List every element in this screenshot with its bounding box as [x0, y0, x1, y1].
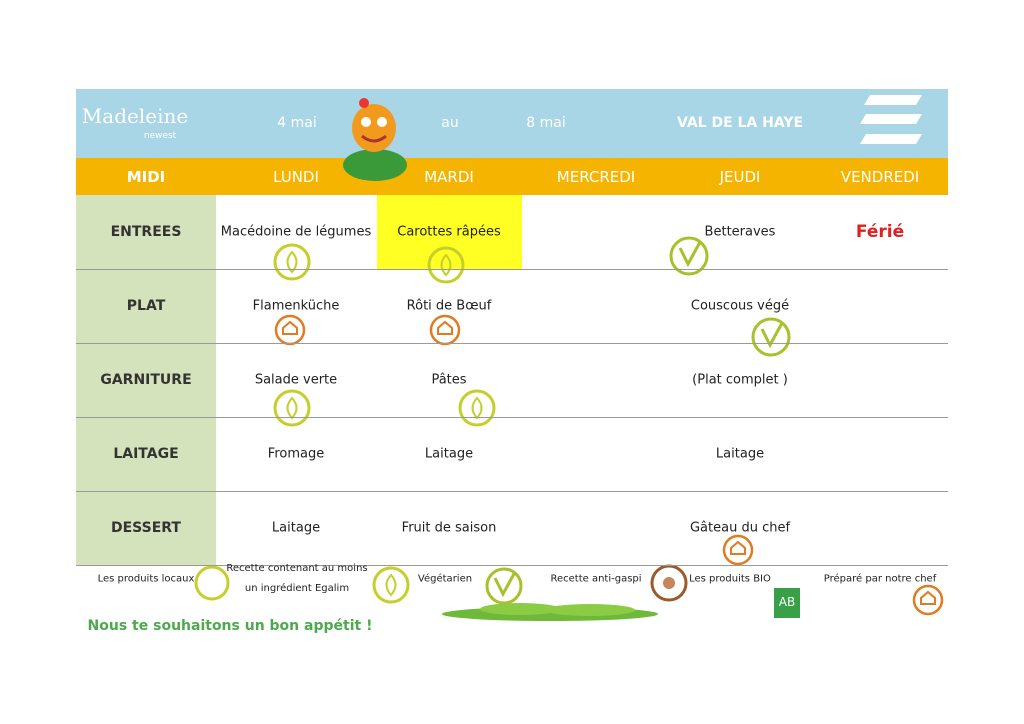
day-band — [76, 158, 948, 195]
day-header: MERCREDI — [556, 168, 636, 186]
holiday-cell: Férié — [855, 222, 905, 242]
legend-egalim: Recette contenant au moins un ingrédient… — [226, 563, 368, 594]
row-divider — [76, 565, 948, 566]
row-label: DESSERT — [111, 520, 181, 536]
row-divider — [76, 491, 948, 492]
anti-gaspi-icon — [650, 564, 688, 602]
vege-icons — [485, 236, 791, 605]
brand: Madeleine — [81, 104, 189, 128]
row-divider — [76, 417, 948, 418]
date-sep: au — [441, 115, 459, 131]
bio-logo: AB — [774, 588, 800, 618]
menu-cell: Fruit de saison — [401, 520, 497, 536]
menu-cell: Betteraves — [704, 224, 776, 240]
legend-chef: Préparé par notre chef — [823, 573, 937, 585]
legend-bio: Les produits BIO — [689, 573, 771, 585]
row-divider — [76, 343, 948, 344]
home-icons — [274, 314, 944, 616]
header-band — [76, 89, 948, 158]
menu-cell: Laitage — [271, 520, 321, 536]
greenery — [442, 603, 658, 621]
row-label: GARNITURE — [100, 372, 192, 388]
day-header: JEUDI — [719, 168, 761, 186]
day-header: LUNDI — [273, 168, 319, 186]
menu-cell: Pâtes — [431, 372, 467, 388]
day-header: MARDI — [424, 168, 474, 186]
footer-message: Nous te souhaitons un bon appétit ! — [87, 618, 373, 634]
menu-cell: Gâteau du chef — [689, 520, 791, 536]
brand-sub: newest — [143, 131, 177, 141]
menu-cell: Laitage — [424, 446, 474, 462]
legend-local: Les produits locaux — [97, 573, 195, 585]
menu-cell: Fromage — [267, 446, 325, 462]
menu-cell: Rôti de Bœuf — [406, 298, 492, 314]
row-label: LAITAGE — [113, 446, 179, 462]
site: VAL DE LA HAYE — [676, 115, 804, 131]
day-header: VENDREDI — [840, 168, 920, 186]
menu-cell: Carottes râpées — [397, 224, 501, 240]
date-end: 8 mai — [526, 115, 566, 131]
menu-cell: Laitage — [715, 446, 765, 462]
legend-antigaspi: Recette anti-gaspi — [550, 573, 642, 585]
row-label: PLAT — [126, 298, 166, 314]
menu-cell: Macédoine de légumes — [220, 224, 372, 240]
label-column — [76, 195, 216, 565]
menu-cell: Flamenküche — [252, 298, 340, 314]
menu-cell: Couscous végé — [690, 298, 790, 314]
menu-cell: (Plat complet ) — [692, 372, 788, 388]
row-divider — [76, 269, 948, 270]
svg-text:AB: AB — [779, 595, 795, 609]
corner-label: MIDI — [126, 168, 166, 186]
menu-cell: Salade verte — [254, 372, 338, 388]
row-label: ENTREES — [110, 224, 182, 240]
legend-vege: Végétarien — [417, 573, 473, 585]
date-start: 4 mai — [277, 115, 317, 131]
